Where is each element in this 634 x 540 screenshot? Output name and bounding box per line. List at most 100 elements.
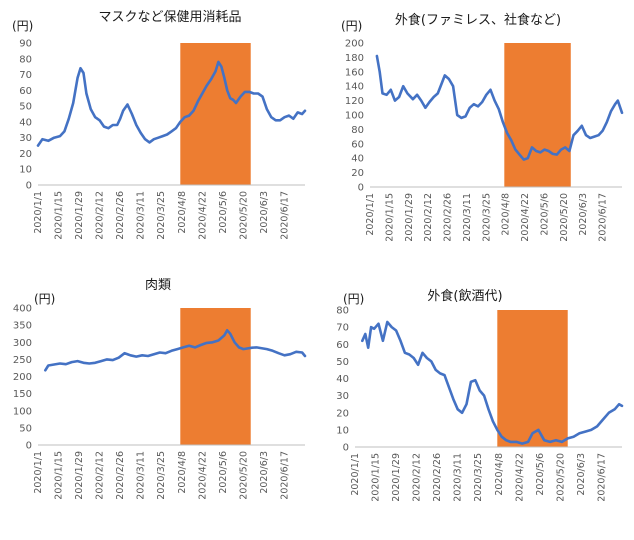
y-tick-label: 100 <box>13 406 32 417</box>
y-tick-label: 350 <box>13 321 32 332</box>
y-tick-label: 60 <box>19 86 32 97</box>
chart-title: 肉類 <box>145 278 171 293</box>
series-line <box>360 320 624 445</box>
y-tick-label: 70 <box>336 323 349 334</box>
x-tick-label: 2020/6/17 <box>279 451 290 500</box>
x-tick-label: 2020/2/26 <box>115 191 126 240</box>
y-tick-label: 50 <box>336 357 349 368</box>
x-tick-label: 2020/6/3 <box>259 451 270 494</box>
x-tick-label: 2020/5/20 <box>559 193 570 242</box>
x-tick-label: 2020/5/6 <box>218 191 229 234</box>
x-tick-label: 2020/4/22 <box>520 193 531 242</box>
y-tick-label: 200 <box>345 39 364 50</box>
x-tick-label: 2020/2/26 <box>443 193 454 242</box>
y-tick-label: 10 <box>19 165 32 176</box>
x-tick-label: 2020/1/29 <box>391 453 402 502</box>
emergency-period-band <box>180 308 251 445</box>
x-tick-label: 2020/2/12 <box>412 453 423 502</box>
x-tick-label: 2020/2/12 <box>423 193 434 242</box>
x-tick-label: 2020/1/29 <box>74 191 85 240</box>
x-tick-label: 2020/4/8 <box>177 191 188 234</box>
x-tick-label: 2020/1/1 <box>350 453 361 496</box>
x-tick-label: 2020/6/17 <box>279 191 290 240</box>
y-tick-label: 150 <box>13 389 32 400</box>
x-tick-label: 2020/2/26 <box>115 451 126 500</box>
x-tick-label: 2020/1/15 <box>54 451 65 500</box>
series-line <box>43 328 307 372</box>
x-tick-label: 2020/5/20 <box>555 453 566 502</box>
x-tick-label: 2020/6/3 <box>576 453 587 496</box>
y-unit-label: (円) <box>12 19 33 33</box>
x-tick-label: 2020/4/22 <box>514 453 525 502</box>
x-tick-label: 2020/3/11 <box>453 453 464 502</box>
series-line <box>36 60 307 147</box>
y-tick-label: 30 <box>336 391 349 402</box>
y-tick-label: 40 <box>19 117 32 128</box>
x-tick-label: 2020/1/15 <box>54 191 65 240</box>
x-tick-label: 2020/3/11 <box>136 191 147 240</box>
y-tick-label: 60 <box>336 340 349 351</box>
y-unit-label: (円) <box>341 19 362 33</box>
y-tick-label: 90 <box>19 39 32 50</box>
chart-mask-hygiene: 0 10 20 30 40 50 60 70 80 90 2020/1/1 2020/1/15 2020… <box>12 10 307 240</box>
x-tick-label: 2020/3/25 <box>156 451 167 500</box>
chart-title: 外食(ファミレス、社食など) <box>395 12 561 28</box>
y-unit-label: (円) <box>34 292 55 306</box>
y-tick-label: 50 <box>19 423 32 434</box>
y-tick-label: 70 <box>19 70 32 81</box>
y-tick-label: 180 <box>345 53 364 64</box>
y-tick-label: 300 <box>13 338 32 349</box>
y-unit-label: (円) <box>343 292 364 306</box>
y-tick-label: 20 <box>351 168 364 179</box>
x-tick-label: 2020/5/6 <box>535 453 546 496</box>
y-tick-label: 80 <box>336 306 349 317</box>
emergency-period-band <box>497 310 568 447</box>
x-tick-label: 2020/1/15 <box>384 193 395 242</box>
y-tick-label: 80 <box>19 54 32 65</box>
x-tick-label: 2020/6/3 <box>578 193 589 236</box>
chart-dining-out-drinking: 0 10 20 30 40 50 60 70 80 2020/1/1 2020/1/15 2020/1… <box>336 288 624 502</box>
y-tick-label: 0 <box>343 443 349 454</box>
x-tick-label: 2020/4/8 <box>501 193 512 236</box>
x-tick-label: 2020/3/25 <box>473 453 484 502</box>
y-tick-label: 10 <box>336 425 349 436</box>
x-tick-label: 2020/5/6 <box>218 451 229 494</box>
series-line <box>375 54 624 161</box>
x-tick-label: 2020/4/22 <box>197 451 208 500</box>
y-tick-label: 100 <box>345 111 364 122</box>
x-tick-label: 2020/3/11 <box>462 193 473 242</box>
x-tick-label: 2020/1/15 <box>371 453 382 502</box>
y-tick-label: 250 <box>13 355 32 366</box>
chart-dining-out-family: 0 20 40 60 80 100 120 140 160 180 200 2020/1/1 2020/… <box>341 12 624 242</box>
y-tick-label: 200 <box>13 372 32 383</box>
y-tick-label: 0 <box>26 441 32 452</box>
x-tick-label: 2020/1/1 <box>365 193 376 236</box>
x-tick-label: 2020/3/25 <box>156 191 167 240</box>
y-tick-label: 0 <box>26 181 32 192</box>
x-tick-label: 2020/4/8 <box>494 453 505 496</box>
y-tick-label: 40 <box>351 154 364 165</box>
x-tick-label: 2020/1/29 <box>74 451 85 500</box>
x-tick-label: 2020/6/17 <box>598 193 609 242</box>
x-tick-label: 2020/4/22 <box>197 191 208 240</box>
chart-title: マスクなど保健用消耗品 <box>98 10 241 25</box>
y-tick-label: 120 <box>345 96 364 107</box>
y-tick-label: 80 <box>351 125 364 136</box>
x-tick-label: 2020/6/17 <box>596 453 607 502</box>
x-tick-label: 2020/4/8 <box>177 451 188 494</box>
chart-meat: 0 50 100 150 200 250 300 350 400 2020/1/1 2020/1/1… <box>13 278 307 500</box>
y-tick-label: 0 <box>358 183 364 194</box>
chart-title: 外食(飲酒代) <box>427 288 502 304</box>
y-tick-label: 20 <box>19 149 32 160</box>
x-tick-label: 2020/5/6 <box>539 193 550 236</box>
y-tick-label: 160 <box>345 67 364 78</box>
y-tick-label: 20 <box>336 408 349 419</box>
x-tick-label: 2020/3/25 <box>481 193 492 242</box>
y-tick-label: 40 <box>336 374 349 385</box>
y-tick-label: 400 <box>13 304 32 315</box>
y-tick-label: 140 <box>345 82 364 93</box>
y-tick-label: 60 <box>351 139 364 150</box>
x-tick-label: 2020/1/1 <box>33 191 44 234</box>
x-tick-label: 2020/5/20 <box>238 191 249 240</box>
